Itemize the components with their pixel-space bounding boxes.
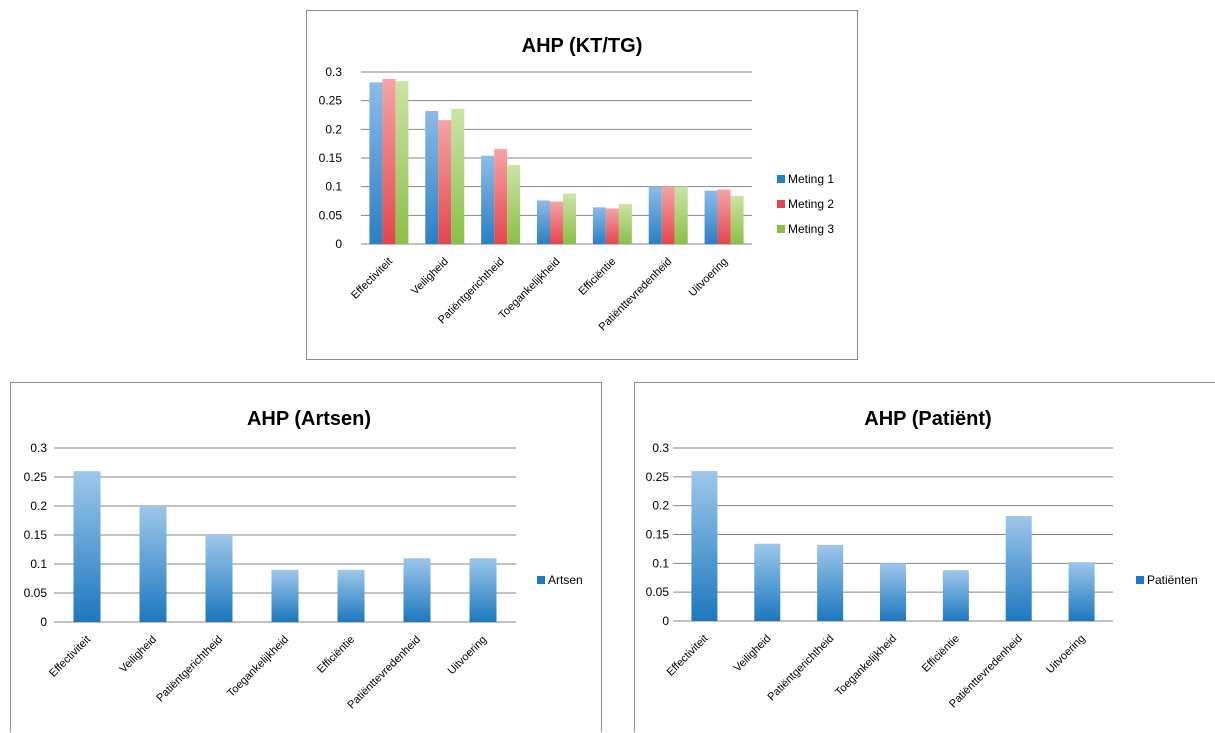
bar-toegankelijkheid-2: [550, 201, 563, 244]
bar-effici-ntie-1: [592, 207, 606, 244]
y-tick-label: 0.15: [646, 528, 670, 542]
y-tick-label: 0.2: [325, 122, 342, 136]
x-category-label: Veiligheid: [409, 256, 451, 298]
x-category-label: Toegankelijkheid: [497, 256, 563, 322]
legend-swatch: [537, 576, 545, 584]
bar-uitvoering-1: [469, 558, 497, 622]
x-category-label: Uitvoering: [1044, 633, 1088, 677]
legend-swatch: [777, 200, 785, 208]
y-tick-label: 0.3: [325, 65, 342, 79]
bar-veiligheid-3: [451, 108, 465, 245]
y-tick-label: 0: [662, 614, 669, 628]
chart-ahp-kt-tg: AHP (KT/TG) 0 0.05 0.1 0.15 0.2 0.25 0.3 Effecti…: [306, 10, 858, 360]
bar-pati-ntgerichtheid-1: [205, 535, 233, 622]
bar-effici-ntie-1: [337, 569, 365, 622]
chart-title: AHP (Patiënt): [864, 408, 991, 430]
bar-toegankelijkheid-1: [880, 563, 906, 621]
y-tick-label: 0: [40, 615, 47, 629]
bar-toegankelijkheid-1: [271, 569, 299, 622]
x-category-label: Efficiëntie: [920, 633, 962, 675]
bar-effici-ntie-3: [618, 203, 632, 244]
bar-effectiviteit-3: [395, 81, 409, 244]
bar-effectiviteit-1: [691, 471, 718, 621]
x-category-label: Efficiëntie: [576, 256, 618, 298]
y-tick-label: 0.05: [646, 585, 670, 599]
bar-effectiviteit-2: [382, 78, 396, 244]
bar-toegankelijkheid-1: [537, 200, 550, 244]
bar-toegankelijkheid-3: [563, 193, 576, 244]
bar-uitvoering-3: [730, 195, 744, 244]
x-category-label: Uitvoering: [687, 256, 731, 300]
bar-effectiviteit-1: [369, 82, 383, 244]
chart-ahp-kt-tg-svg: AHP (KT/TG) 0 0.05 0.1 0.15 0.2 0.25 0.3 Effecti…: [319, 35, 835, 333]
y-tick-label: 0.3: [30, 441, 47, 455]
chart-title: AHP (Artsen): [247, 408, 371, 430]
bar-uitvoering-1: [704, 190, 718, 244]
x-category-label: Effectiviteit: [349, 256, 395, 302]
chart-ahp-artsen: AHP (Artsen) 0 0.05 0.1 0.15 0.2 0.25 0.3 Effect…: [10, 382, 602, 732]
y-tick-label: 0.2: [30, 499, 47, 513]
bar-pati-nttevredenheid-3: [674, 186, 688, 244]
x-category-label: Effectiviteit: [47, 634, 93, 680]
y-tick-label: 0.15: [319, 151, 343, 165]
bar-veiligheid-1: [139, 506, 167, 622]
bar-pati-nttevredenheid-1: [1005, 516, 1032, 621]
y-tick-label: 0.2: [652, 499, 669, 513]
bar-pati-ntgerichtheid-1: [481, 155, 495, 244]
y-tick-label: 0: [335, 237, 342, 251]
y-tick-label: 0.3: [652, 441, 669, 455]
x-category-label: Patiënttevredenheid: [345, 634, 423, 712]
bar-pati-ntgerichtheid-2: [494, 148, 508, 244]
legend-label: Meting 3: [788, 222, 834, 236]
y-tick-label: 0.1: [30, 557, 47, 571]
legend-label: Patiënten: [1147, 573, 1198, 587]
x-category-label: Patiëntgerichtheid: [766, 633, 837, 704]
bar-effici-ntie-2: [605, 208, 619, 244]
chart-ahp-patient: AHP (Patiënt) 0 0.05 0.1 0.15 0.2 0.25 0.3 Effec…: [634, 382, 1215, 732]
bar-veiligheid-1: [754, 543, 781, 621]
legend-label: Meting 1: [788, 172, 834, 186]
legend-label: Meting 2: [788, 197, 834, 211]
y-tick-label: 0.15: [24, 528, 48, 542]
x-category-label: Uitvoering: [446, 634, 490, 678]
y-tick-label: 0.25: [646, 470, 670, 484]
bar-veiligheid-2: [438, 120, 452, 244]
chart-title: AHP (KT/TG): [522, 35, 643, 57]
x-category-label: Patiëntgerichtheid: [154, 634, 225, 705]
bar-pati-nttevredenheid-1: [648, 186, 662, 244]
bar-pati-nttevredenheid-1: [403, 558, 431, 622]
x-category-label: Toegankelijkheid: [225, 634, 291, 700]
chart-ahp-artsen-svg: AHP (Artsen) 0 0.05 0.1 0.15 0.2 0.25 0.3 Effect…: [24, 408, 583, 712]
bar-veiligheid-1: [425, 110, 439, 244]
x-category-label: Veiligheid: [117, 634, 159, 676]
y-tick-label: 0.1: [652, 556, 669, 570]
y-tick-label: 0.05: [319, 208, 343, 222]
x-category-label: Effectiviteit: [665, 633, 711, 679]
legend-swatch: [777, 225, 785, 233]
legend-swatch: [777, 175, 785, 183]
x-category-label: Veiligheid: [732, 633, 774, 675]
y-tick-label: 0.05: [24, 586, 48, 600]
bar-pati-nttevredenheid-2: [661, 186, 675, 244]
legend-swatch: [1136, 576, 1144, 584]
y-tick-label: 0.25: [24, 470, 48, 484]
bar-pati-ntgerichtheid-3: [507, 164, 521, 244]
bar-pati-ntgerichtheid-1: [817, 544, 844, 621]
y-tick-label: 0.1: [325, 180, 342, 194]
bar-uitvoering-2: [717, 189, 731, 244]
bar-effici-ntie-1: [942, 570, 969, 621]
bar-uitvoering-1: [1068, 562, 1095, 621]
y-tick-label: 0.25: [319, 94, 343, 108]
legend-label: Artsen: [548, 573, 583, 587]
x-category-label: Toegankelijkheid: [833, 633, 899, 699]
x-category-label: Efficiëntie: [315, 634, 357, 676]
chart-ahp-patient-svg: AHP (Patiënt) 0 0.05 0.1 0.15 0.2 0.25 0.3 Effec…: [646, 408, 1198, 710]
bar-effectiviteit-1: [73, 471, 101, 622]
